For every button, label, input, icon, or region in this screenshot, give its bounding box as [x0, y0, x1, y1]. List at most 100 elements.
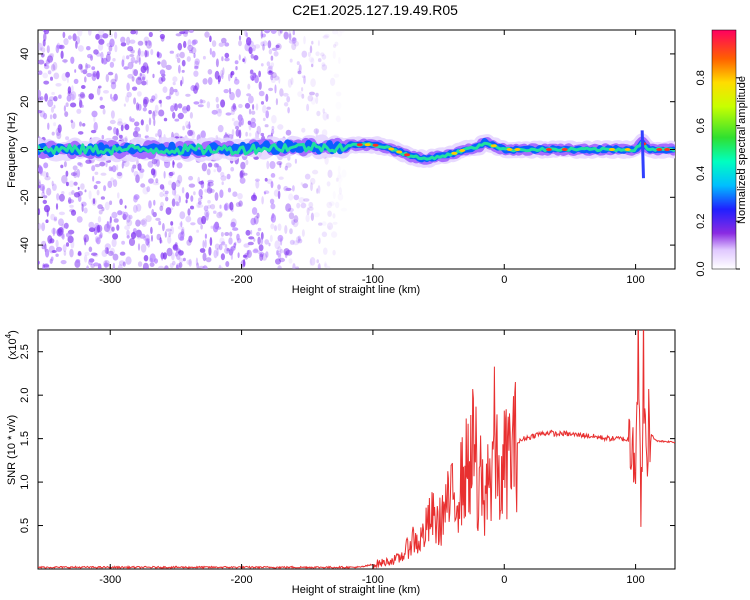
noise-blob	[108, 250, 114, 257]
noise-blob	[179, 51, 185, 59]
noise-blob	[292, 37, 296, 44]
signal-hotspot	[372, 143, 379, 147]
noise-blob	[124, 205, 127, 209]
noise-blob	[264, 30, 271, 34]
noise-blob	[174, 103, 178, 112]
noise-blob	[39, 170, 43, 176]
noise-blob	[70, 102, 77, 108]
noise-blob	[159, 237, 162, 244]
noise-blob	[248, 95, 254, 104]
noise-blob	[81, 203, 84, 212]
noise-blob	[190, 195, 194, 202]
noise-blob	[194, 65, 199, 70]
noise-blob	[159, 69, 166, 75]
noise-blob	[137, 91, 142, 97]
colorbar-label: Normalized spectral amplitude	[736, 76, 748, 224]
noise-blob	[220, 99, 226, 108]
noise-blob	[188, 183, 196, 188]
noise-cloud	[38, 30, 345, 269]
noise-blob	[93, 262, 100, 267]
noise-blob	[255, 103, 259, 111]
noise-blob	[121, 240, 125, 245]
noise-blob	[268, 70, 272, 74]
noise-blob	[72, 165, 78, 171]
noise-blob	[263, 190, 270, 194]
noise-blob	[91, 110, 98, 118]
noise-blob	[191, 206, 195, 211]
noise-blob	[310, 212, 314, 221]
noise-blob	[185, 120, 190, 129]
noise-blob	[105, 160, 108, 168]
noise-blob	[147, 161, 154, 168]
noise-blob	[52, 183, 57, 191]
noise-blob	[43, 204, 51, 213]
noise-blob	[96, 225, 101, 233]
noise-blob	[222, 67, 225, 75]
noise-blob	[102, 57, 108, 65]
noise-blob	[253, 55, 259, 61]
noise-blob	[212, 223, 219, 233]
noise-blob	[326, 181, 331, 187]
noise-blob	[46, 209, 49, 217]
x-tick-label: -300	[99, 274, 121, 286]
noise-blob	[231, 117, 235, 122]
noise-blob	[41, 171, 48, 177]
noise-blob	[81, 85, 86, 89]
noise-blob	[113, 93, 118, 101]
noise-blob	[295, 266, 299, 269]
noise-blob	[110, 177, 115, 183]
noise-blob	[39, 184, 46, 191]
noise-blob	[116, 171, 123, 179]
noise-blob	[126, 229, 130, 237]
noise-blob	[164, 190, 169, 195]
noise-blob	[224, 57, 230, 62]
noise-blob	[163, 171, 166, 179]
noise-blob	[67, 199, 75, 204]
noise-blob	[322, 111, 328, 121]
noise-blob	[323, 247, 328, 255]
noise-blob	[46, 55, 54, 63]
noise-blob	[200, 195, 203, 199]
noise-blob	[238, 129, 242, 139]
noise-blob	[291, 219, 296, 226]
noise-blob	[82, 69, 88, 75]
noise-blob	[104, 243, 111, 250]
noise-blob	[41, 47, 46, 53]
noise-blob	[127, 73, 134, 79]
noise-blob	[65, 232, 72, 238]
noise-blob	[303, 75, 306, 85]
signal-hotspot	[545, 148, 552, 151]
signal-hotspot	[664, 148, 671, 151]
noise-blob	[106, 51, 111, 55]
noise-blob	[78, 63, 83, 70]
noise-blob	[247, 83, 251, 90]
noise-blob	[169, 50, 174, 54]
noise-blob	[155, 133, 158, 138]
noise-blob	[245, 32, 248, 38]
noise-blob	[70, 93, 75, 101]
noise-blob	[135, 30, 138, 35]
noise-blob	[266, 61, 271, 67]
noise-blob	[162, 86, 168, 93]
noise-blob	[159, 33, 165, 40]
y-tick-label: 1.5	[19, 431, 31, 446]
noise-blob	[274, 240, 281, 250]
noise-blob	[242, 58, 245, 63]
noise-blob	[227, 187, 232, 193]
noise-blob	[326, 113, 330, 120]
noise-blob	[221, 241, 226, 246]
noise-blob	[168, 180, 172, 186]
noise-blob	[43, 112, 48, 120]
noise-blob	[153, 118, 156, 127]
noise-blob	[252, 44, 256, 52]
noise-blob	[279, 249, 283, 254]
noise-blob	[194, 58, 200, 65]
noise-blob	[38, 222, 41, 230]
noise-blob	[206, 168, 211, 176]
noise-blob	[317, 185, 321, 194]
noise-blob	[262, 117, 266, 122]
noise-blob	[139, 233, 146, 239]
noise-blob	[78, 97, 82, 102]
noise-blob	[71, 85, 74, 93]
noise-blob	[317, 264, 321, 269]
